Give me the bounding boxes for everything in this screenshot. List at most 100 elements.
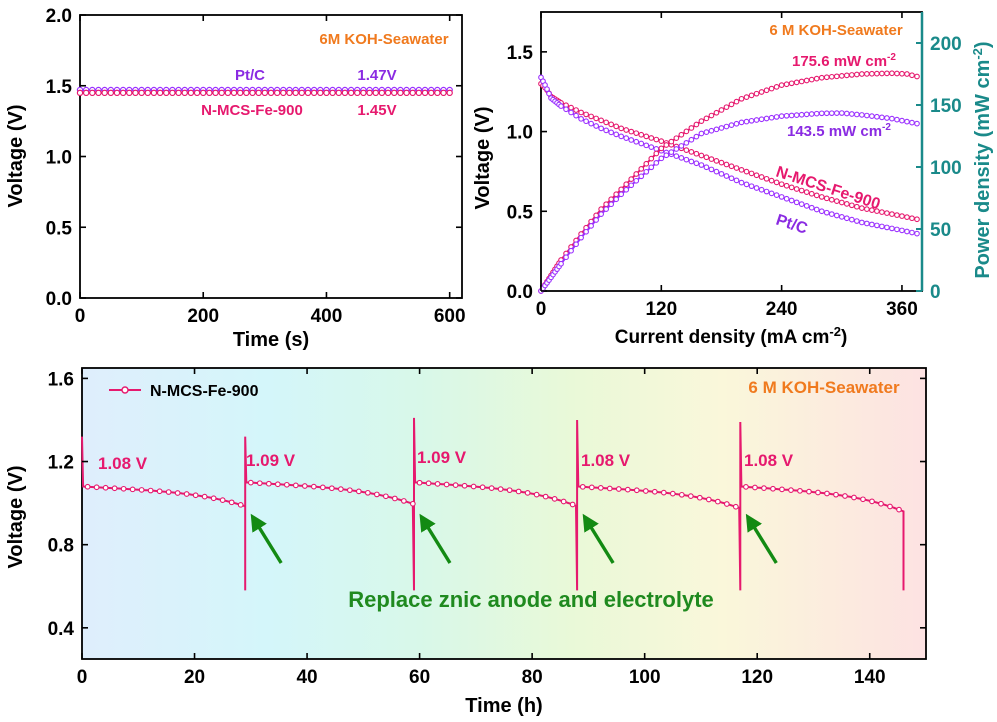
data-point-nmcs-c (416, 479, 423, 486)
data-point-nmcs-voltage-b (753, 172, 760, 179)
data-point-nmcs-power-b (708, 112, 715, 119)
x-tick-label: 360 (886, 299, 918, 320)
data-point-nmcs-voltage-b (588, 113, 594, 120)
data-point-nmcs-c (633, 487, 640, 494)
data-point-nmcs-power-b (648, 155, 655, 162)
data-point-ptc-power-b (899, 117, 905, 124)
data-point-ptc-power-b (778, 113, 785, 120)
data-point-nmcs-power-b (723, 104, 730, 111)
data-point-nmcs-power-b (618, 186, 625, 193)
data-point-ptc-power-b (668, 149, 675, 155)
x-axis-label-b: Current density (mA cm-2) (615, 324, 848, 348)
y-tick-label: 0.8 (48, 536, 74, 557)
data-point-ptc-power-b (608, 201, 615, 208)
data-point-nmcs-c (506, 487, 513, 494)
data-point-ptc-voltage-b (563, 106, 569, 113)
data-point-nmcs-a (236, 89, 244, 97)
data-point-nmcs-power-b (753, 90, 760, 97)
data-point-ptc-voltage-b (904, 228, 910, 235)
data-point-nmcs-voltage-b (618, 125, 625, 132)
data-point-ptc-voltage-b (808, 204, 815, 211)
data-point-nmcs-power-b (803, 77, 810, 84)
data-point-nmcs-voltage-b (808, 190, 815, 197)
data-point-ptc-voltage-b (573, 112, 579, 119)
data-point-ptc-power-b (728, 122, 735, 128)
data-point-ptc-power-b (618, 191, 625, 198)
data-point-nmcs-a (360, 89, 367, 97)
data-point-ptc-power-b (623, 186, 630, 193)
data-point-nmcs-voltage-b (608, 121, 615, 128)
data-point-ptc-voltage-b (588, 120, 594, 127)
y-tick-label: 1.5 (46, 77, 73, 98)
data-point-nmcs-voltage-b (879, 209, 885, 215)
data-point-nmcs-voltage-b (643, 133, 650, 140)
data-point-nmcs-a (119, 89, 127, 97)
y-tick-label: 1.0 (46, 148, 72, 169)
data-point-nmcs-a (372, 89, 379, 97)
data-point-ptc-voltage-b (693, 160, 700, 167)
data-point-ptc-power-b (698, 130, 705, 137)
data-point-ptc-voltage-b (688, 158, 695, 165)
data-point-nmcs-c (878, 500, 884, 507)
data-point-nmcs-c (111, 485, 118, 492)
data-point-nmcs-power-b (603, 201, 610, 208)
data-point-nmcs-power-b (813, 75, 820, 82)
y-axis-label-a: Voltage (V) (5, 105, 27, 208)
value-label-nmcs-a: 1.45V (357, 102, 396, 119)
data-point-ptc-voltage-b (869, 221, 875, 228)
value-label-ptc-a: 1.47V (357, 67, 396, 84)
data-point-nmcs-a (415, 89, 423, 97)
data-point-nmcs-c (174, 490, 181, 496)
data-point-ptc-power-b (879, 114, 885, 121)
data-point-ptc-voltage-b (853, 218, 860, 224)
data-point-nmcs-power-b (874, 70, 880, 77)
data-point-nmcs-power-b (823, 74, 830, 81)
data-point-nmcs-a (434, 89, 441, 97)
data-point-ptc-voltage-b (613, 131, 620, 138)
data-point-nmcs-power-b (798, 78, 805, 85)
data-point-nmcs-a (323, 89, 330, 97)
data-point-nmcs-c (256, 480, 263, 487)
data-point-nmcs-power-b (884, 70, 890, 77)
data-point-nmcs-voltage-b (693, 150, 700, 157)
data-point-nmcs-voltage-b (733, 165, 740, 171)
data-point-ptc-voltage-b (723, 173, 730, 179)
data-point-ptc-voltage-b (608, 129, 615, 136)
data-point-ptc-voltage-b (773, 192, 780, 198)
data-point-ptc-power-b (889, 115, 895, 122)
data-point-nmcs-c (714, 498, 721, 505)
series-group-a (76, 86, 453, 97)
data-point-ptc-power-b (869, 113, 875, 120)
data-point-nmcs-power-b (793, 79, 800, 86)
x-tick-label: 200 (187, 306, 219, 327)
data-point-nmcs-voltage-b (823, 195, 830, 202)
data-point-ptc-voltage-b (733, 177, 740, 184)
data-point-nmcs-voltage-b (723, 161, 730, 168)
data-point-ptc-power-b (748, 117, 755, 124)
data-point-ptc-voltage-b (758, 186, 765, 193)
plot-frame-a (79, 14, 463, 299)
data-point-nmcs-power-b (788, 80, 795, 87)
data-point-nmcs-voltage-b (778, 181, 785, 188)
data-point-nmcs-c (642, 488, 649, 494)
data-point-nmcs-power-b (833, 73, 840, 80)
data-point-nmcs-c (138, 487, 145, 493)
data-point-nmcs-c (443, 481, 450, 488)
data-point-nmcs-a (113, 89, 121, 97)
data-point-nmcs-power-b (718, 107, 725, 113)
data-point-nmcs-a (175, 89, 182, 97)
data-point-nmcs-a (280, 89, 287, 97)
data-point-nmcs-power-b (743, 94, 750, 100)
x-axis-label-a: Time (s) (233, 329, 309, 351)
data-point-nmcs-c (678, 491, 685, 498)
data-point-ptc-voltage-b (713, 168, 720, 175)
arrows-c (250, 513, 778, 564)
data-point-nmcs-a (193, 89, 201, 97)
panel-b: 0 120 240 360 0.0 0.5 1.0 1.5 0 50 100 150 200 Curre… (472, 11, 994, 348)
data-point-nmcs-a (181, 89, 188, 97)
data-point-nmcs-power-b (914, 73, 920, 80)
data-point-ptc-voltage-b (848, 216, 855, 223)
data-point-nmcs-c (156, 488, 163, 495)
data-point-nmcs-power-b (628, 176, 635, 182)
data-point-nmcs-c (265, 480, 272, 487)
